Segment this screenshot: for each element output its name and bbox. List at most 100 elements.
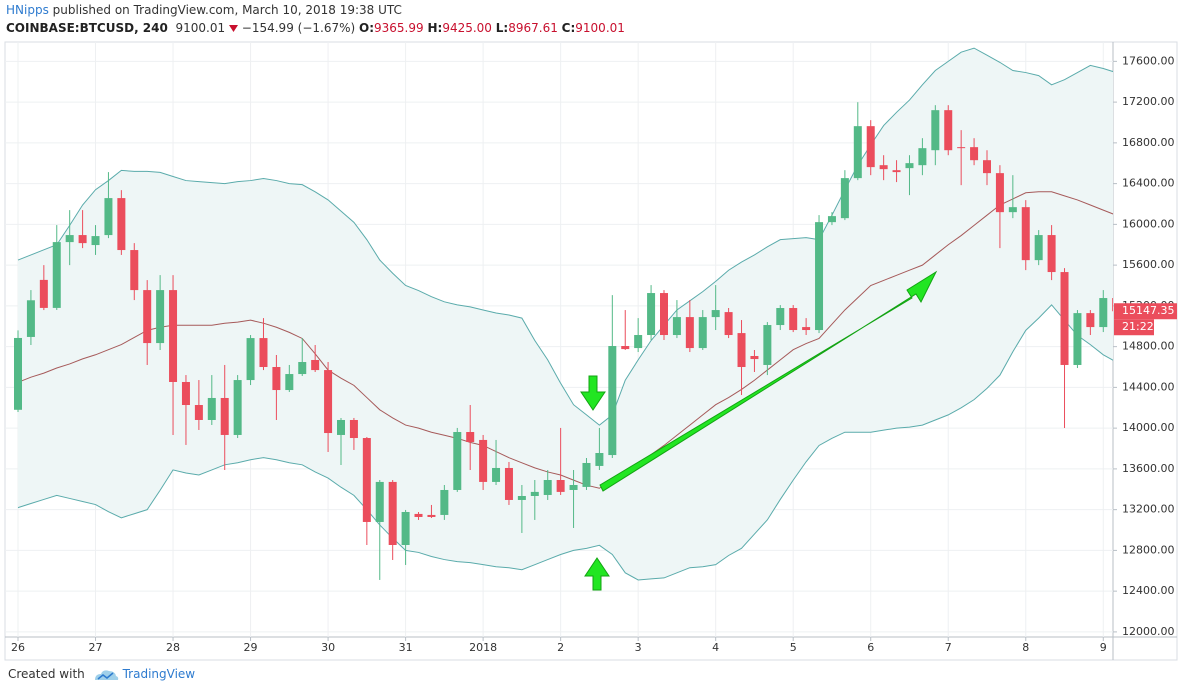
candle-body: [479, 439, 488, 482]
candle-body: [143, 290, 152, 344]
candle-body: [39, 279, 48, 308]
candle-body: [789, 308, 798, 331]
high-label: H:: [427, 21, 443, 35]
created-with: Created with: [8, 667, 85, 681]
candle-body: [337, 419, 345, 435]
y-tick-label: 16000.00: [1122, 217, 1175, 230]
x-tick-label: 8: [1022, 641, 1029, 654]
x-tick-label: 4: [712, 641, 719, 654]
y-tick-label: 14800.00: [1122, 340, 1175, 353]
candle-body: [220, 397, 229, 435]
trend-arrow: [599, 270, 938, 492]
last-price-label: 15147.35: [1122, 304, 1175, 317]
candle-body: [647, 293, 656, 336]
candle-body: [866, 126, 875, 168]
footer: Created with TradingView: [8, 667, 195, 682]
high-value: 9425.00: [442, 21, 492, 35]
symbol-line: COINBASE:BTCUSD, 240 9100.01 −154.99 (−1…: [6, 21, 625, 35]
x-tick-label: 29: [244, 641, 258, 654]
candle-body: [427, 514, 436, 517]
candle-body: [285, 374, 294, 391]
candle-body: [1073, 313, 1082, 365]
candle-body: [750, 356, 759, 360]
candle-body: [944, 110, 953, 151]
candle-body: [879, 165, 888, 170]
candle-body: [918, 148, 927, 166]
band-line: [17, 191, 1113, 489]
candle-body: [931, 110, 940, 151]
candle-body: [207, 397, 216, 420]
x-tick-label: 26: [11, 641, 25, 654]
close-label: C:: [561, 21, 576, 35]
candle-body: [14, 337, 22, 410]
brand: TradingView: [122, 667, 196, 681]
candle-body: [1086, 313, 1095, 328]
y-tick-label: 16400.00: [1122, 177, 1175, 190]
y-tick-label: 16800.00: [1122, 136, 1175, 149]
candle-body: [1021, 207, 1030, 261]
x-tick-label: 28: [166, 641, 180, 654]
candle-body: [156, 290, 165, 344]
countdown-box: [1114, 319, 1154, 336]
symbol: COINBASE:BTCUSD, 240: [6, 21, 168, 35]
candle-body: [91, 236, 100, 246]
candle-body: [776, 308, 785, 326]
x-tick-label: 5: [790, 641, 797, 654]
publish-line: HNipps published on TradingView.com, Mar…: [6, 3, 402, 17]
x-tick-label: 31: [399, 641, 413, 654]
candle-body: [401, 511, 410, 545]
last-price: 9100.01: [175, 21, 226, 35]
candle-body: [117, 198, 126, 251]
candle-body: [737, 333, 746, 368]
candle-body: [698, 317, 707, 349]
published: published on TradingView.com, March 10, …: [52, 3, 402, 17]
candle-body: [892, 170, 901, 173]
candle-body: [298, 362, 307, 375]
candle-body: [259, 338, 268, 368]
candle-body: [492, 467, 501, 482]
x-tick-label: 9: [1100, 641, 1107, 654]
x-tick-label: 2: [557, 641, 564, 654]
change: −154.99 (−1.67%): [241, 21, 356, 35]
candle-body: [130, 250, 139, 291]
candle-body: [246, 338, 255, 381]
low-label: L:: [495, 21, 509, 35]
candle-body: [194, 405, 203, 420]
candle-body: [685, 317, 694, 349]
y-tick-label: 14400.00: [1122, 380, 1175, 393]
candle-body: [272, 367, 281, 391]
candle-body: [1008, 207, 1017, 213]
y-tick-label: 14000.00: [1122, 421, 1175, 434]
y-tick-label: 17600.00: [1122, 54, 1175, 67]
candle-body: [595, 452, 604, 466]
candle-body: [414, 513, 423, 517]
y-tick-label: 12400.00: [1122, 584, 1175, 597]
candle-body: [556, 479, 565, 492]
candle-body: [362, 438, 371, 522]
annotations: [580, 270, 938, 591]
candle-body: [815, 222, 824, 331]
candle-body: [543, 479, 552, 495]
candle-body: [78, 235, 87, 244]
candle-body: [453, 432, 462, 490]
candle-body: [233, 380, 242, 435]
candle-body: [672, 317, 681, 336]
x-tick-label: 2018: [469, 641, 497, 654]
candle-body: [995, 173, 1004, 213]
candle-body: [724, 312, 733, 336]
close-value: 9100.01: [575, 21, 625, 35]
candle-body: [802, 327, 811, 331]
x-tick-label: 6: [867, 641, 874, 654]
y-tick-label: 17200.00: [1122, 95, 1175, 108]
x-tick-label: 3: [635, 641, 642, 654]
candle-body: [324, 370, 333, 434]
candle-body: [660, 293, 668, 336]
candle-body: [970, 147, 979, 161]
y-tick-label: 12000.00: [1122, 625, 1175, 638]
candle-body: [853, 126, 862, 179]
candle-body: [840, 178, 849, 219]
band-fill: [18, 48, 1113, 580]
countdown-label: 21:22: [1122, 320, 1154, 333]
